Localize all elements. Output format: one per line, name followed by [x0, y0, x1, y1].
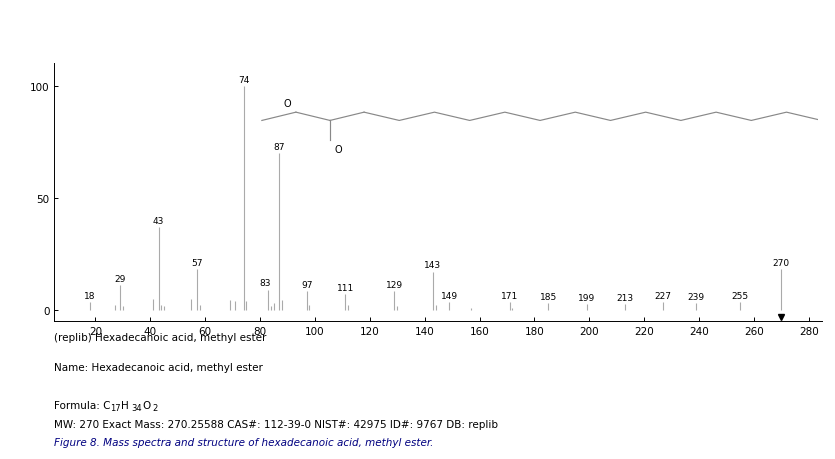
Text: 129: 129 — [386, 280, 403, 289]
Text: 213: 213 — [616, 293, 634, 302]
Text: 97: 97 — [301, 280, 312, 289]
Text: 255: 255 — [731, 291, 749, 300]
Text: 227: 227 — [655, 291, 672, 300]
Text: Figure 8. Mass spectra and structure of hexadecanoic acid, methyl ester.: Figure 8. Mass spectra and structure of … — [54, 437, 433, 447]
Text: H: H — [121, 400, 129, 410]
Text: 143: 143 — [424, 261, 442, 270]
Text: 2: 2 — [152, 403, 157, 412]
Text: 18: 18 — [84, 291, 96, 300]
Text: 83: 83 — [260, 279, 271, 288]
Text: 29: 29 — [114, 274, 126, 283]
Text: 149: 149 — [441, 291, 458, 300]
Text: 171: 171 — [501, 291, 519, 300]
Text: O: O — [142, 400, 150, 410]
Text: O: O — [284, 99, 291, 109]
Text: 239: 239 — [688, 292, 705, 301]
Text: 87: 87 — [274, 142, 285, 151]
Text: (replib) Hexadecanoic acid, methyl ester: (replib) Hexadecanoic acid, methyl ester — [54, 333, 266, 343]
Text: O: O — [335, 145, 342, 155]
Text: 34: 34 — [131, 403, 142, 412]
Text: 111: 111 — [337, 283, 354, 292]
Text: 17: 17 — [110, 403, 121, 412]
Text: 185: 185 — [539, 292, 557, 301]
Text: 270: 270 — [772, 259, 790, 268]
Text: Name: Hexadecanoic acid, methyl ester: Name: Hexadecanoic acid, methyl ester — [54, 363, 263, 373]
Text: 199: 199 — [578, 293, 595, 302]
Text: 43: 43 — [153, 216, 164, 225]
Text: 74: 74 — [238, 75, 250, 84]
Text: MW: 270 Exact Mass: 270.25588 CAS#: 112-39-0 NIST#: 42975 ID#: 9767 DB: replib: MW: 270 Exact Mass: 270.25588 CAS#: 112-… — [54, 419, 498, 429]
Text: 57: 57 — [191, 259, 203, 268]
Text: Formula: C: Formula: C — [54, 400, 111, 410]
